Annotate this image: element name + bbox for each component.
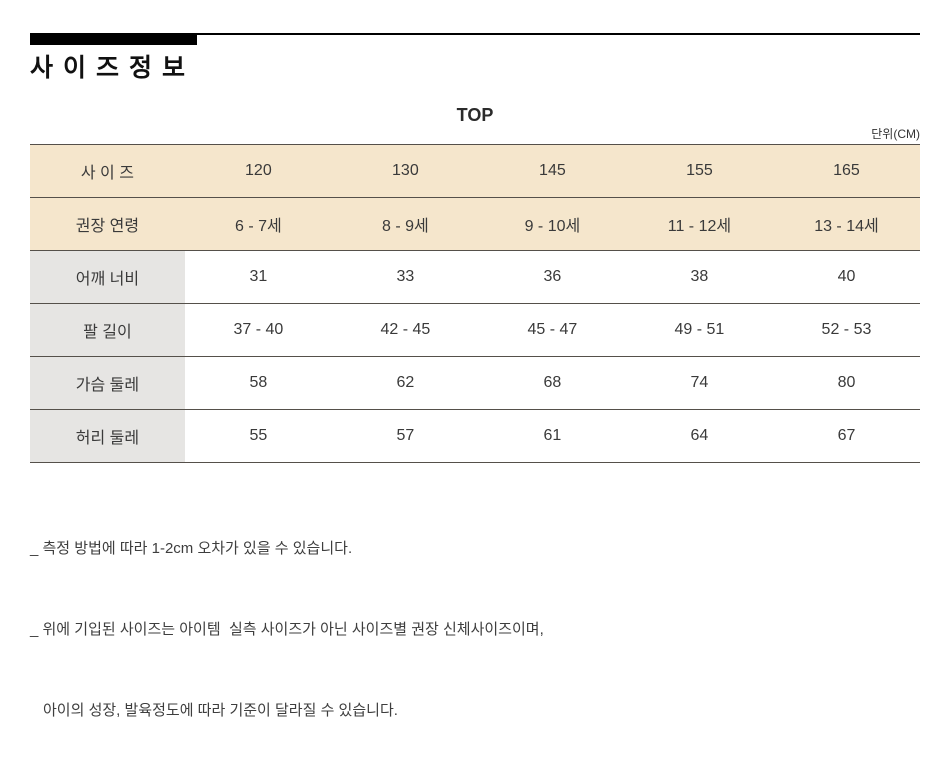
- measure-cell: 55: [184, 409, 332, 463]
- note-line: _ 위에 기입된 사이즈는 아이템 실측 사이즈가 아닌 사이즈별 권장 신체사…: [30, 621, 544, 638]
- size-cell: 155: [625, 144, 773, 198]
- measure-cell: 36: [478, 250, 626, 304]
- size-cell: 130: [331, 144, 479, 198]
- row-label: 팔 길이: [30, 303, 185, 357]
- measure-cell: 37 - 40: [184, 303, 332, 357]
- note-line: 아이의 성장, 발육정도에 따라 기준이 달라질 수 있습니다.: [43, 702, 398, 719]
- measure-cell: 49 - 51: [625, 303, 773, 357]
- footnotes: _ 측정 방법에 따라 1-2cm 오차가 있을 수 있습니다. _ 위에 기입…: [30, 481, 920, 778]
- size-cell: 145: [478, 144, 626, 198]
- row-label: 권장 연령: [30, 197, 185, 251]
- row-label: 허리 둘레: [30, 409, 185, 463]
- age-cell: 9 - 10세: [478, 197, 626, 251]
- age-cell: 8 - 9세: [331, 197, 479, 251]
- measure-cell: 68: [478, 356, 626, 410]
- table-row-size: 사 이 즈 120 130 145 155 165: [30, 144, 920, 198]
- table-row-shoulder-width: 어깨 너비 31 33 36 38 40: [30, 250, 920, 304]
- page-title: 사이즈정보: [30, 54, 196, 82]
- size-cell: 165: [772, 144, 920, 198]
- measure-cell: 52 - 53: [772, 303, 920, 357]
- measure-cell: 40: [772, 250, 920, 304]
- note-line: _ 측정 방법에 따라 1-2cm 오차가 있을 수 있습니다.: [30, 540, 353, 557]
- age-cell: 13 - 14세: [772, 197, 920, 251]
- measure-cell: 57: [331, 409, 479, 463]
- size-table: 사 이 즈 120 130 145 155 165 권장 연령 6 - 7세 8…: [30, 144, 920, 463]
- measure-cell: 64: [625, 409, 773, 463]
- measure-cell: 62: [331, 356, 479, 410]
- row-label: 가슴 둘레: [30, 356, 185, 410]
- age-cell: 11 - 12세: [625, 197, 773, 251]
- age-cell: 6 - 7세: [184, 197, 332, 251]
- table-row-recommended-age: 권장 연령 6 - 7세 8 - 9세 9 - 10세 11 - 12세 13 …: [30, 197, 920, 251]
- measure-cell: 74: [625, 356, 773, 410]
- measure-cell: 67: [772, 409, 920, 463]
- table-row-waist-circumference: 허리 둘레 55 57 61 64 67: [30, 409, 920, 463]
- row-label: 어깨 너비: [30, 250, 185, 304]
- unit-label: 단위(CM): [871, 127, 920, 141]
- measure-cell: 38: [625, 250, 773, 304]
- measure-cell: 61: [478, 409, 626, 463]
- row-label: 사 이 즈: [30, 144, 185, 198]
- measure-cell: 80: [772, 356, 920, 410]
- table-row-arm-length: 팔 길이 37 - 40 42 - 45 45 - 47 49 - 51 52 …: [30, 303, 920, 357]
- accent-bar: [30, 33, 197, 45]
- measure-cell: 58: [184, 356, 332, 410]
- measure-cell: 45 - 47: [478, 303, 626, 357]
- section-title-top: TOP: [456, 105, 494, 125]
- top-divider-rule: [30, 33, 920, 45]
- table-row-chest-circumference: 가슴 둘레 58 62 68 74 80: [30, 356, 920, 410]
- measure-cell: 31: [184, 250, 332, 304]
- size-cell: 120: [184, 144, 332, 198]
- measure-cell: 33: [331, 250, 479, 304]
- measure-cell: 42 - 45: [331, 303, 479, 357]
